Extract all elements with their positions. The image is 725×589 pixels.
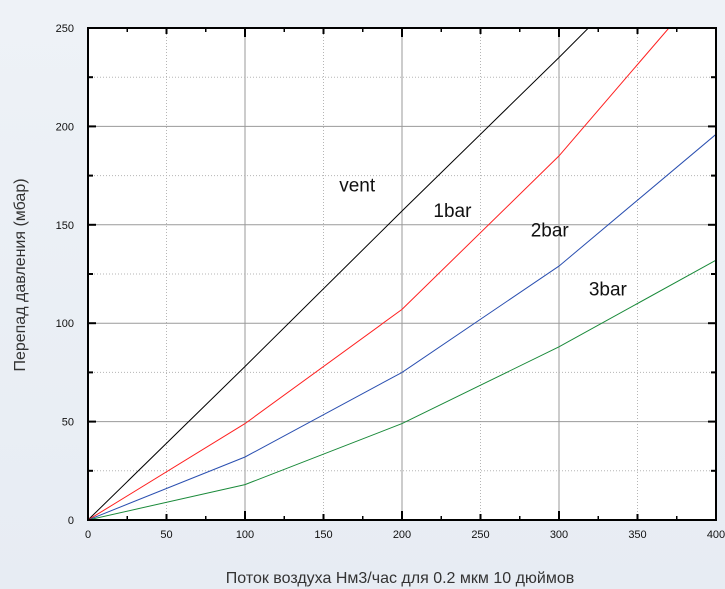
y-tick-label: 150 [56,220,74,232]
series-label-3bar: 3bar [589,280,628,301]
y-tick-label: 50 [62,417,74,429]
y-axis-title: Перепад давления (мбар) [12,178,29,371]
x-tick-label: 50 [160,529,172,541]
series-line-2bar [88,133,716,520]
series-label-vent: vent [339,175,376,196]
x-tick-label: 300 [550,529,568,541]
series-labels: vent 1bar 2bar 3bar [339,175,627,300]
y-tick-label: 0 [68,515,74,527]
x-axis-title: Поток воздуха Нм3/час для 0.2 мкм 10 дюй… [226,570,574,587]
axis-ticks: 0 50 100 150 200 250 300 350 400 0 50 100 150 200 250 [56,23,725,541]
y-tick-label: 200 [56,121,74,133]
series-lines [88,28,716,520]
x-tick-label: 350 [628,529,646,541]
series-line-1bar [88,28,670,520]
x-tick-label: 200 [393,529,411,541]
x-tick-label: 400 [707,529,725,541]
x-tick-label: 150 [314,529,332,541]
x-tick-label: 250 [471,529,489,541]
x-tick-label: 100 [236,529,254,541]
series-label-2bar: 2bar [531,221,570,242]
y-tick-label: 250 [56,23,74,35]
grid [88,28,716,520]
x-tick-label: 0 [85,529,91,541]
y-tick-label: 100 [56,318,74,330]
series-label-1bar: 1bar [433,201,472,222]
series-line-vent [88,28,590,520]
series-line-3bar [88,259,716,520]
